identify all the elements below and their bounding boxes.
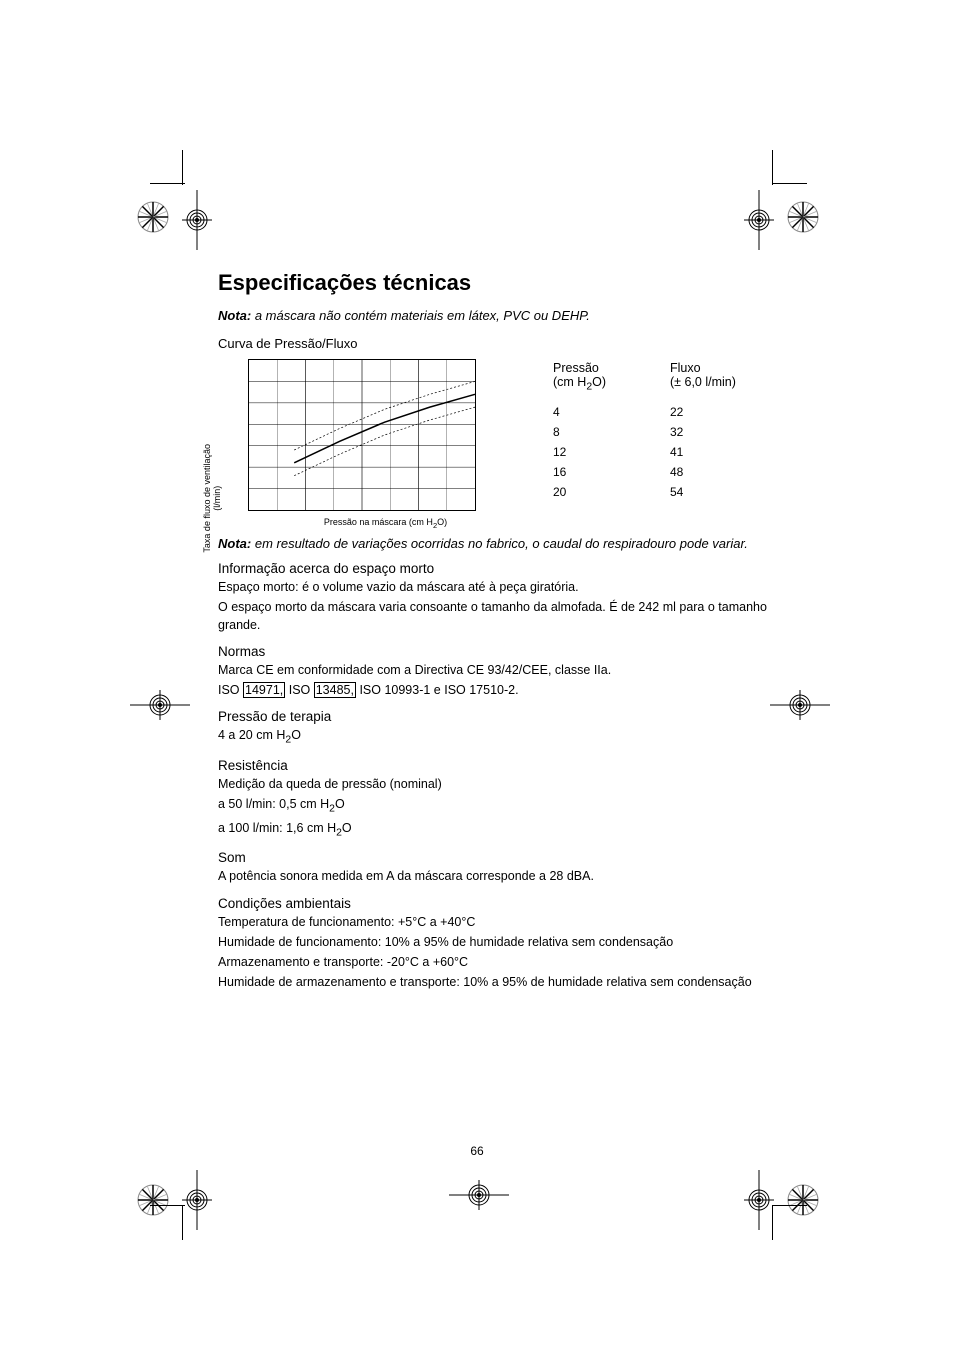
registration-mark-icon bbox=[786, 200, 820, 234]
cond-p1: Temperatura de funcionamento: +5°C a +40… bbox=[218, 913, 768, 931]
table-row: 1241 bbox=[553, 443, 736, 461]
table-header-pressure: Pressão (cm H2O) bbox=[553, 361, 668, 401]
cond-p3: Armazenamento e transporte: -20°C a +60°… bbox=[218, 953, 768, 971]
cond-p4: Humidade de armazenamento e transporte: … bbox=[218, 973, 768, 991]
table-row: 832 bbox=[553, 423, 736, 441]
deadspace-p2: O espaço morto da máscara varia consoant… bbox=[218, 598, 768, 634]
normas-p2: ISO 14971, ISO 13485, ISO 10993-1 e ISO … bbox=[218, 681, 768, 699]
pressure-flow-chart: Taxa de fluxo de ventilação (l/min) Pres… bbox=[218, 359, 523, 530]
crop-mark bbox=[182, 150, 183, 185]
registration-mark-icon bbox=[136, 200, 170, 234]
deadspace-p1: Espaço morto: é o volume vazio da máscar… bbox=[218, 578, 768, 596]
cond-p2: Humidade de funcionamento: 10% a 95% de … bbox=[218, 933, 768, 951]
table-header-flow: Fluxo (± 6,0 l/min) bbox=[670, 361, 736, 401]
pressure-flow-table: Pressão (cm H2O) Fluxo (± 6,0 l/min) 422… bbox=[551, 359, 738, 503]
normas-heading: Normas bbox=[218, 644, 768, 659]
resist-p2: a 50 l/min: 0,5 cm H2O bbox=[218, 795, 768, 817]
chart-x-label: Pressão na máscara (cm H2O) bbox=[248, 517, 523, 530]
deadspace-heading: Informação acerca do espaço morto bbox=[218, 561, 768, 576]
registration-mark-icon bbox=[449, 1180, 509, 1210]
table-row: 422 bbox=[553, 403, 736, 421]
note-2: Nota: em resultado de variações ocorrida… bbox=[218, 536, 768, 551]
terapia-heading: Pressão de terapia bbox=[218, 709, 768, 724]
table-row: 2054 bbox=[553, 483, 736, 501]
page-body: Especificações técnicas Nota: a máscara … bbox=[218, 270, 768, 993]
som-p1: A potência sonora medida em A da máscara… bbox=[218, 867, 768, 885]
registration-mark-icon bbox=[744, 190, 774, 250]
crop-mark bbox=[772, 1205, 773, 1240]
crop-mark bbox=[772, 1205, 807, 1206]
table-row: 1648 bbox=[553, 463, 736, 481]
normas-p1: Marca CE em conformidade com a Directiva… bbox=[218, 661, 768, 679]
registration-mark-icon bbox=[770, 690, 830, 720]
registration-mark-icon bbox=[786, 1183, 820, 1217]
resist-heading: Resistência bbox=[218, 758, 768, 773]
registration-mark-icon bbox=[182, 1170, 212, 1230]
som-heading: Som bbox=[218, 850, 768, 865]
curve-caption: Curva de Pressão/Fluxo bbox=[218, 336, 768, 351]
note-1: Nota: a máscara não contém materiais em … bbox=[218, 308, 768, 323]
page-number: 66 bbox=[0, 1144, 954, 1158]
resist-p3: a 100 l/min: 1,6 cm H2O bbox=[218, 819, 768, 841]
chart-svg bbox=[248, 359, 476, 511]
registration-mark-icon bbox=[182, 190, 212, 250]
cond-heading: Condições ambientais bbox=[218, 896, 768, 911]
page-title: Especificações técnicas bbox=[218, 270, 768, 296]
terapia-p1: 4 a 20 cm H2O bbox=[218, 726, 768, 748]
resist-p1: Medição da queda de pressão (nominal) bbox=[218, 775, 768, 793]
crop-mark bbox=[772, 150, 773, 185]
crop-mark bbox=[772, 183, 807, 184]
chart-y-label: Taxa de fluxo de ventilação (l/min) bbox=[202, 444, 222, 553]
registration-mark-icon bbox=[744, 1170, 774, 1230]
crop-mark bbox=[150, 183, 185, 184]
chart-and-table: Taxa de fluxo de ventilação (l/min) Pres… bbox=[218, 359, 768, 530]
crop-mark bbox=[150, 1205, 185, 1206]
registration-mark-icon bbox=[136, 1183, 170, 1217]
registration-mark-icon bbox=[130, 690, 190, 720]
crop-mark bbox=[182, 1205, 183, 1240]
